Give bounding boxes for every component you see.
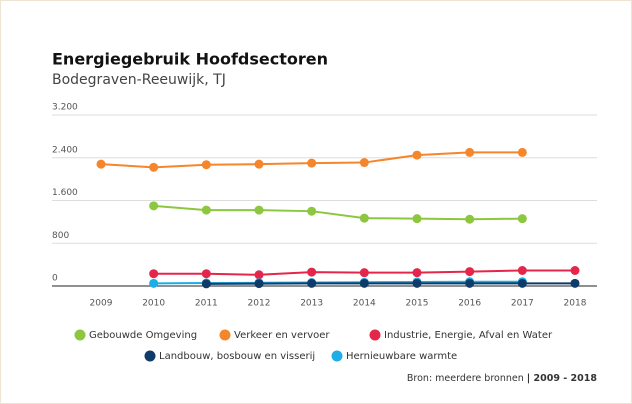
data-point (517, 147, 527, 157)
data-point (412, 268, 422, 278)
data-point (96, 159, 106, 169)
legend-swatch (369, 329, 381, 341)
data-point (307, 158, 317, 168)
data-point (254, 270, 264, 280)
x-tick-label: 2014 (353, 299, 376, 309)
data-point (307, 206, 317, 216)
data-point (359, 278, 369, 288)
series-line (206, 282, 575, 285)
data-point (412, 278, 422, 288)
legend-label: Verkeer en vervoer (234, 330, 330, 341)
source: Bron: meerdere bronnen | 2009 - 2018 (407, 373, 597, 384)
data-point (201, 269, 211, 279)
data-point (412, 214, 422, 224)
data-point (254, 159, 264, 169)
data-point (307, 267, 317, 277)
x-tick-label: 2011 (195, 299, 218, 309)
legend-swatch (144, 350, 156, 362)
data-point (517, 266, 527, 276)
x-tick-label: 2013 (300, 299, 323, 309)
data-point (412, 150, 422, 160)
data-point (465, 147, 475, 157)
x-tick-label: 2018 (564, 299, 587, 309)
y-tick-label: 2.400 (52, 145, 78, 155)
series-line (153, 204, 523, 221)
chart-subtitle: Bodegraven-Reeuwijk, TJ (52, 72, 226, 88)
data-point (465, 214, 475, 224)
data-point (359, 158, 369, 168)
data-point (307, 278, 317, 288)
data-point (517, 278, 527, 288)
data-point (149, 278, 159, 288)
legend-swatch (74, 329, 86, 341)
data-point (465, 267, 475, 277)
data-point (201, 160, 211, 170)
y-tick-label: 800 (52, 231, 69, 241)
data-point (359, 213, 369, 223)
data-point (149, 201, 159, 211)
y-tick-label: 1.600 (52, 188, 78, 198)
legend-swatch (331, 350, 343, 362)
data-point (149, 162, 159, 172)
x-tick-label: 2012 (248, 299, 271, 309)
source-period: | 2009 - 2018 (527, 373, 598, 384)
chart-title: Energiegebruik Hoofdsectoren (52, 50, 328, 69)
legend-label: Landbouw, bosbouw en visserij (159, 351, 315, 362)
data-point (359, 268, 369, 278)
legend-label: Hernieuwbare warmte (346, 351, 457, 362)
source-text: Bron: meerdere bronnen (407, 373, 524, 384)
data-point (254, 205, 264, 215)
data-point (201, 205, 211, 215)
data-point (465, 278, 475, 288)
data-point (517, 214, 527, 224)
legend-swatch (219, 329, 231, 341)
x-tick-label: 2010 (142, 299, 165, 309)
legend-label: Industrie, Energie, Afval en Water (384, 330, 553, 341)
x-tick-label: 2017 (511, 299, 534, 309)
x-tick-label: 2009 (90, 299, 113, 309)
data-point (570, 278, 580, 288)
x-tick-label: 2016 (458, 299, 481, 309)
data-point (254, 279, 264, 289)
y-tick-label: 3.200 (52, 103, 78, 113)
x-tick-label: 2015 (406, 299, 429, 309)
data-point (201, 279, 211, 289)
data-point (570, 266, 580, 276)
y-tick-label: 0 (52, 274, 58, 284)
legend-label: Gebouwde Omgeving (89, 330, 197, 341)
data-point (149, 269, 159, 279)
